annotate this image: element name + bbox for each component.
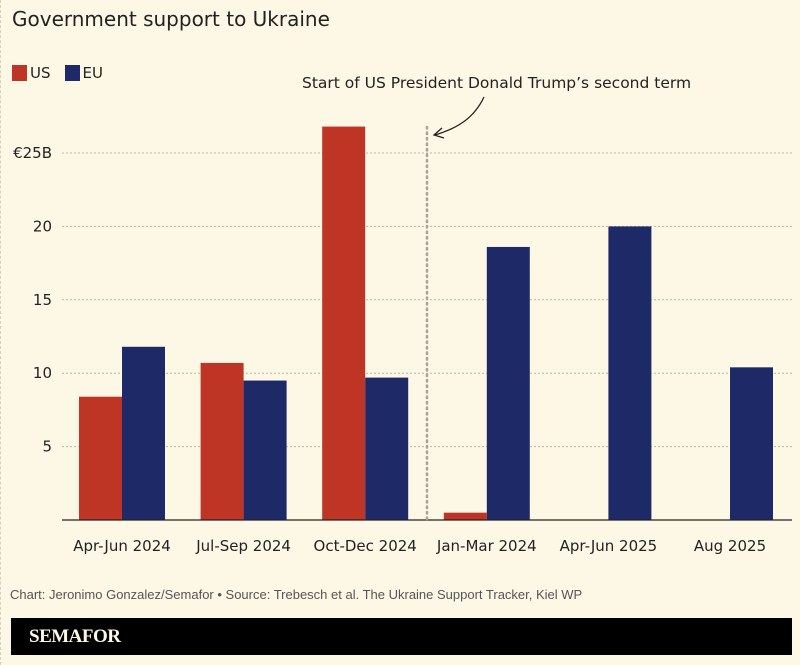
legend-swatch-us — [12, 65, 27, 81]
bar-eu — [122, 346, 165, 520]
source-credit: Chart: Jeronimo Gonzalez/Semafor • Sourc… — [10, 587, 583, 602]
y-tick-label: €25B — [13, 144, 52, 162]
bar-us — [200, 362, 244, 520]
y-tick-label: 20 — [33, 217, 52, 235]
legend-label-us: US — [30, 64, 51, 82]
x-tick-label: Apr-Jun 2025 — [560, 537, 658, 555]
legend-item-us: US — [12, 64, 51, 82]
annotation-text: Start of US President Donald Trump’s sec… — [302, 74, 691, 92]
bar-us — [443, 512, 487, 520]
brand-bar: SEMAFOR — [11, 618, 792, 655]
y-tick-label: 5 — [42, 438, 52, 456]
x-tick-label: Oct-Dec 2024 — [314, 537, 417, 555]
chart-title: Government support to Ukraine — [12, 7, 330, 31]
bar-us — [79, 396, 122, 520]
semafor-logo: SEMAFOR — [29, 626, 121, 647]
bar-us — [322, 126, 366, 521]
x-tick-label: Aug 2025 — [694, 537, 766, 555]
bar-eu — [243, 380, 287, 520]
bar-eu — [608, 226, 652, 520]
legend: US EU — [12, 64, 109, 82]
legend-item-eu: EU — [64, 64, 103, 82]
arrow-head-icon — [432, 127, 445, 139]
bar-eu — [365, 377, 409, 520]
x-tick-label: Apr-Jun 2024 — [73, 537, 171, 555]
bar-eu — [730, 367, 773, 520]
legend-swatch-eu — [64, 65, 80, 81]
y-tick-label: 15 — [33, 291, 52, 309]
bar-eu — [486, 246, 530, 520]
annotation-arrow — [434, 96, 485, 136]
x-tick-label: Jan-Mar 2024 — [436, 537, 537, 555]
x-tick-label: Jul-Sep 2024 — [195, 537, 291, 555]
legend-label-eu: EU — [82, 64, 103, 82]
y-tick-label: 10 — [33, 364, 52, 382]
bar-chart: 5 10 15 20 €25B Apr-Jun 2024 Jul-Sep 2024 Oct-D… — [13, 74, 792, 555]
